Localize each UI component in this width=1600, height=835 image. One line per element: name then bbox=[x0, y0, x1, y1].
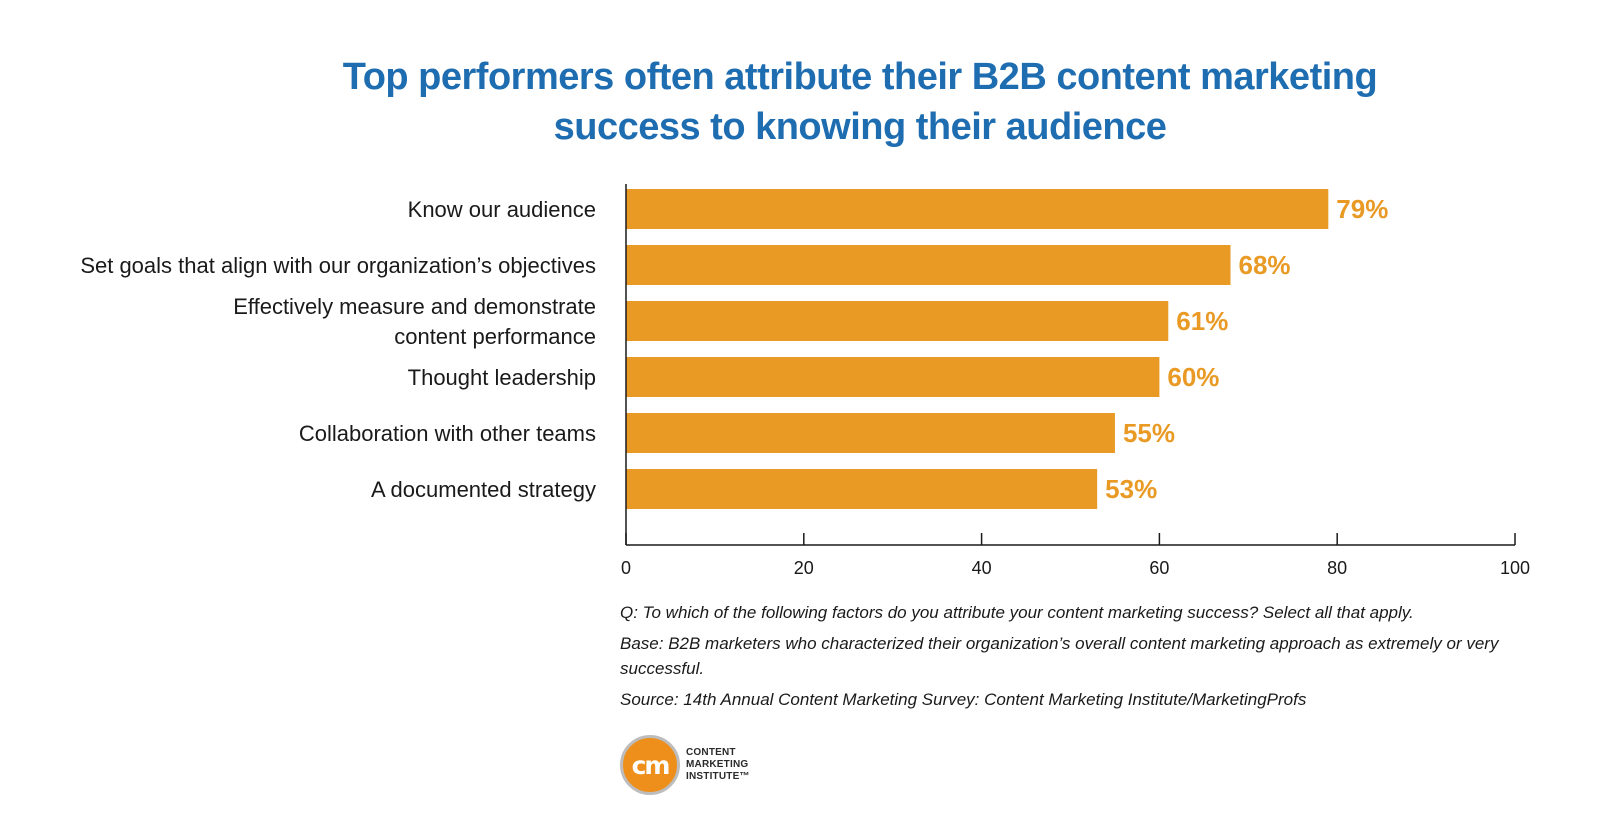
value-label-0: 79% bbox=[1336, 194, 1388, 224]
chart-notes: Q: To which of the following factors do … bbox=[620, 600, 1500, 718]
value-label-3: 60% bbox=[1167, 362, 1219, 392]
value-label-5: 53% bbox=[1105, 474, 1157, 504]
x-tick-label-5: 100 bbox=[1500, 558, 1530, 578]
bar-5 bbox=[626, 469, 1098, 509]
bar-2 bbox=[626, 301, 1169, 341]
bars-group bbox=[626, 189, 1329, 509]
category-label-0: Know our audience bbox=[408, 197, 596, 222]
cmi-logo: cm CONTENT MARKETING INSTITUTE™ bbox=[620, 733, 750, 797]
category-label-5: A documented strategy bbox=[371, 477, 596, 502]
bar-3 bbox=[626, 357, 1160, 397]
category-label-2-line-1: content performance bbox=[394, 324, 596, 349]
survey-source: Source: 14th Annual Content Marketing Su… bbox=[620, 690, 1307, 709]
x-tick-label-2: 40 bbox=[972, 558, 992, 578]
logo-line-2: MARKETING bbox=[686, 759, 749, 770]
bar-1 bbox=[626, 245, 1231, 285]
category-label-4: Collaboration with other teams bbox=[299, 421, 596, 446]
bar-4 bbox=[626, 413, 1115, 453]
category-label-3: Thought leadership bbox=[408, 365, 596, 390]
logo-line-3: INSTITUTE™ bbox=[686, 771, 750, 782]
category-label-1: Set goals that align with our organizati… bbox=[80, 253, 596, 278]
x-axis: 0 20 40 60 80 100 bbox=[621, 184, 1530, 578]
category-labels: Know our audience Set goals that align wi… bbox=[80, 197, 596, 502]
cmi-logo-mark: cm bbox=[620, 735, 680, 795]
x-tick-label-0: 0 bbox=[621, 558, 631, 578]
survey-question: Q: To which of the following factors do … bbox=[620, 603, 1414, 622]
cmi-logo-text: CONTENT MARKETING INSTITUTE™ bbox=[686, 747, 750, 783]
value-label-4: 55% bbox=[1123, 418, 1175, 448]
value-labels: 79% 68% 61% 60% 55% 53% bbox=[1105, 194, 1388, 504]
value-label-1: 68% bbox=[1239, 250, 1291, 280]
logo-line-1: CONTENT bbox=[686, 747, 736, 758]
value-label-2: 61% bbox=[1176, 306, 1228, 336]
x-tick-label-1: 20 bbox=[794, 558, 814, 578]
x-tick-label-3: 60 bbox=[1149, 558, 1169, 578]
x-tick-label-4: 80 bbox=[1327, 558, 1347, 578]
bar-0 bbox=[626, 189, 1329, 229]
survey-base: Base: B2B marketers who characterized th… bbox=[620, 634, 1499, 678]
chart-title: Top performers often attribute their B2B… bbox=[342, 56, 1378, 148]
category-label-2-line-0: Effectively measure and demonstrate bbox=[233, 294, 596, 319]
